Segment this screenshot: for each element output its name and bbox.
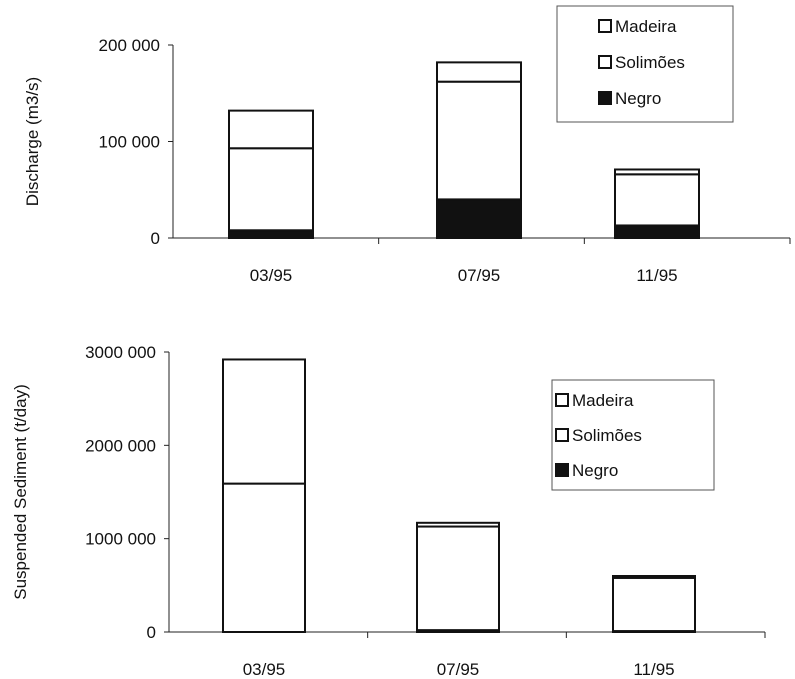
bar-segment-madeira-11-95 bbox=[612, 575, 696, 579]
bar-segment-solimes-07-95 bbox=[436, 80, 522, 201]
bar-segment-negro-07-95 bbox=[436, 198, 522, 239]
legend-box bbox=[556, 5, 734, 123]
legend-label-negro: Negro bbox=[615, 89, 661, 108]
y-tick-label: 200 000 bbox=[99, 36, 160, 55]
bar-segment-madeira-07-95 bbox=[436, 61, 522, 83]
x-tick-label: 07/95 bbox=[458, 266, 501, 285]
legend-label-negro: Negro bbox=[572, 461, 618, 480]
bar-segment-madeira-11-95 bbox=[614, 168, 700, 176]
bar-segment-madeira-03-95 bbox=[228, 109, 314, 150]
bar-segment-solimes-11-95 bbox=[612, 576, 696, 633]
bar-segment-negro-11-95 bbox=[614, 224, 700, 240]
x-tick-label: 11/95 bbox=[633, 660, 674, 679]
x-tick-label: 03/95 bbox=[243, 660, 286, 679]
legend-box bbox=[551, 379, 715, 491]
y-axis-title: Suspended Sediment (t/day) bbox=[11, 384, 30, 599]
legend-swatch-solimes bbox=[598, 55, 612, 69]
legend-label-solimes: Solimões bbox=[615, 53, 685, 72]
y-tick-label: 0 bbox=[147, 623, 156, 642]
y-tick-label: 2000 000 bbox=[85, 436, 156, 455]
bar-segment-madeira-03-95 bbox=[222, 358, 306, 485]
y-tick-label: 100 000 bbox=[99, 133, 160, 152]
bar-segment-madeira-07-95 bbox=[416, 521, 500, 528]
y-axis-title: Discharge (m3/s) bbox=[23, 77, 42, 206]
legend-label-madeira: Madeira bbox=[572, 391, 634, 410]
bar-segment-solimes-03-95 bbox=[222, 482, 306, 633]
sediment-chart: 0 1000 000 2000 000 3000 000 Suspended Sedim… bbox=[11, 343, 766, 679]
legend-swatch-negro bbox=[598, 91, 612, 105]
legend-swatch-madeira bbox=[598, 19, 612, 33]
y-tick-label: 3000 000 bbox=[85, 343, 156, 362]
bar-segment-solimes-03-95 bbox=[228, 147, 314, 232]
x-tick-label: 07/95 bbox=[437, 660, 480, 679]
bar-segment-negro-03-95 bbox=[228, 229, 314, 239]
legend-swatch-solimes bbox=[555, 428, 569, 442]
legend-swatch-madeira bbox=[555, 393, 569, 407]
bar-segment-solimes-07-95 bbox=[416, 525, 500, 632]
legend-swatch-negro bbox=[555, 463, 569, 477]
x-tick-label: 03/95 bbox=[250, 266, 293, 285]
y-tick-label: 1000 000 bbox=[85, 530, 156, 549]
bar-segment-solimes-11-95 bbox=[614, 173, 700, 227]
x-tick-label: 11/95 bbox=[636, 266, 677, 285]
discharge-chart: 0 100 000 200 000 Discharge (m3/s) 03/95 07/9… bbox=[23, 5, 791, 285]
y-tick-label: 0 bbox=[151, 229, 160, 248]
legend-label-solimes: Solimões bbox=[572, 426, 642, 445]
legend-label-madeira: Madeira bbox=[615, 17, 677, 36]
